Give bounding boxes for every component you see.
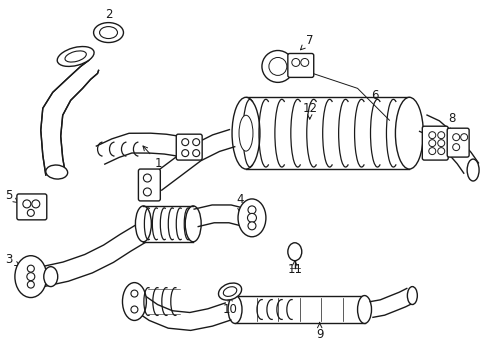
Circle shape — [27, 273, 35, 280]
Text: 6: 6 — [370, 89, 378, 102]
Circle shape — [131, 306, 138, 313]
Ellipse shape — [122, 283, 146, 320]
FancyBboxPatch shape — [138, 169, 160, 201]
Ellipse shape — [218, 283, 241, 300]
Circle shape — [27, 210, 34, 216]
Ellipse shape — [185, 206, 201, 242]
Circle shape — [27, 281, 34, 288]
Ellipse shape — [57, 46, 94, 67]
Text: 3: 3 — [5, 253, 20, 266]
Ellipse shape — [65, 51, 86, 62]
Circle shape — [192, 150, 199, 157]
Circle shape — [452, 144, 459, 150]
Ellipse shape — [357, 296, 371, 323]
Polygon shape — [41, 58, 99, 175]
FancyBboxPatch shape — [176, 134, 202, 160]
Circle shape — [428, 132, 435, 139]
Polygon shape — [194, 205, 248, 226]
Circle shape — [437, 132, 444, 139]
Circle shape — [32, 200, 40, 208]
Circle shape — [182, 150, 188, 157]
Circle shape — [27, 265, 34, 272]
Circle shape — [143, 188, 151, 196]
Polygon shape — [419, 115, 477, 173]
Circle shape — [300, 58, 308, 67]
FancyBboxPatch shape — [287, 54, 313, 77]
Circle shape — [262, 50, 293, 82]
Text: 12: 12 — [302, 102, 317, 119]
Circle shape — [143, 174, 151, 182]
Circle shape — [452, 134, 459, 141]
Polygon shape — [135, 296, 230, 330]
Text: 2: 2 — [104, 8, 112, 27]
FancyBboxPatch shape — [447, 128, 468, 157]
Circle shape — [460, 134, 467, 141]
Circle shape — [182, 139, 188, 146]
Text: 8: 8 — [446, 112, 455, 131]
Circle shape — [131, 290, 138, 297]
Circle shape — [247, 206, 255, 214]
Text: 10: 10 — [222, 297, 237, 316]
Ellipse shape — [287, 243, 301, 261]
Circle shape — [268, 58, 286, 75]
Text: 4: 4 — [236, 193, 244, 213]
Ellipse shape — [100, 27, 117, 39]
Circle shape — [247, 222, 255, 230]
Ellipse shape — [135, 206, 151, 242]
Ellipse shape — [407, 287, 416, 305]
FancyBboxPatch shape — [422, 126, 447, 160]
Circle shape — [23, 200, 31, 208]
Ellipse shape — [466, 159, 478, 181]
Circle shape — [247, 213, 256, 222]
Circle shape — [437, 148, 444, 154]
Ellipse shape — [93, 23, 123, 42]
Polygon shape — [151, 130, 234, 190]
Ellipse shape — [227, 296, 242, 323]
Ellipse shape — [239, 115, 252, 151]
Circle shape — [291, 58, 299, 67]
Text: 1: 1 — [142, 146, 162, 170]
FancyBboxPatch shape — [17, 194, 47, 220]
Ellipse shape — [15, 256, 47, 298]
Polygon shape — [369, 288, 413, 317]
Circle shape — [192, 139, 199, 146]
Ellipse shape — [46, 165, 67, 179]
Ellipse shape — [238, 199, 265, 237]
Text: 9: 9 — [315, 322, 323, 341]
Circle shape — [428, 148, 435, 154]
Polygon shape — [245, 97, 408, 169]
Polygon shape — [96, 133, 180, 164]
Polygon shape — [143, 206, 193, 242]
Ellipse shape — [44, 267, 58, 287]
Text: 11: 11 — [287, 260, 302, 276]
Text: 7: 7 — [300, 34, 313, 50]
Circle shape — [437, 140, 444, 147]
Ellipse shape — [395, 97, 423, 169]
Text: 5: 5 — [5, 189, 18, 203]
Polygon shape — [235, 296, 364, 323]
Ellipse shape — [223, 287, 236, 296]
Polygon shape — [41, 225, 145, 286]
Circle shape — [428, 140, 435, 147]
Ellipse shape — [232, 97, 260, 169]
